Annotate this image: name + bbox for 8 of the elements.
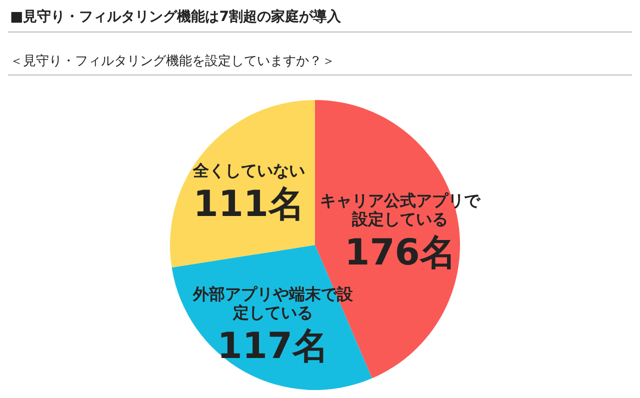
chart-subtitle: ＜見守り・フィルタリング機能を設定していますか？＞ xyxy=(10,54,335,69)
data-label: 111名 xyxy=(193,184,304,226)
slice-label: 全くしていない xyxy=(192,161,305,180)
slice-label: 外部アプリや端末で設定している xyxy=(192,284,354,322)
data-label: 176名 xyxy=(344,232,456,274)
pie-slice xyxy=(170,100,315,268)
chart-title: ■見守り・フィルタリング機能は7割超の家庭が導入 xyxy=(10,8,342,25)
data-label: 117名 xyxy=(217,326,328,368)
